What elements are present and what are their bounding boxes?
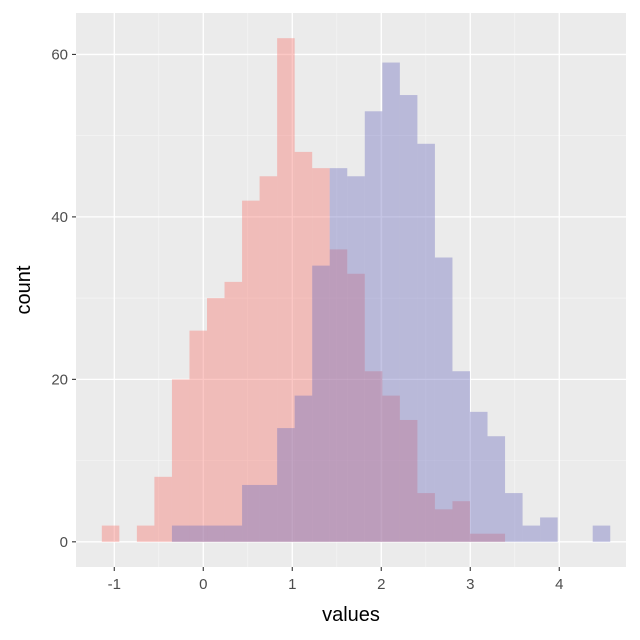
histogram-bar xyxy=(189,525,208,542)
histogram-bar xyxy=(189,330,208,542)
y-axis-title: count xyxy=(13,265,35,314)
y-tick-label: 40 xyxy=(51,209,68,226)
series-2 xyxy=(171,62,611,542)
histogram-bar xyxy=(294,151,313,542)
histogram-bar xyxy=(469,411,488,542)
histogram-bar xyxy=(242,484,260,542)
x-axis-title: values xyxy=(322,604,380,626)
histogram-bar xyxy=(347,273,365,542)
histogram-bar xyxy=(469,533,488,542)
histogram-bar xyxy=(154,476,172,542)
histogram-bar xyxy=(207,525,225,542)
x-tick-label: 2 xyxy=(377,576,385,593)
histogram-bar xyxy=(312,168,330,542)
histogram-bar xyxy=(136,525,155,542)
x-axis: -1 0 1 2 3 4 xyxy=(108,567,563,593)
histogram-bar xyxy=(242,200,260,542)
histogram-bar xyxy=(382,62,400,542)
histogram-bar xyxy=(364,371,383,542)
histogram-bar xyxy=(364,111,383,542)
histogram-bar xyxy=(312,265,330,542)
histogram-bar xyxy=(382,395,400,542)
histogram-bar xyxy=(171,525,190,542)
histogram-bar xyxy=(540,517,558,542)
histogram-bar xyxy=(347,176,365,542)
x-tick-label: 4 xyxy=(555,576,563,593)
histogram-bar xyxy=(487,436,506,542)
histogram-bar xyxy=(399,419,418,542)
plot-panel xyxy=(76,13,626,567)
histogram-bar xyxy=(592,525,611,542)
histogram-bar xyxy=(487,533,506,542)
histogram-bar xyxy=(434,257,453,542)
y-tick-label: 0 xyxy=(60,534,68,551)
y-tick-label: 60 xyxy=(51,46,68,63)
histogram-bar xyxy=(207,298,225,542)
histogram-bar xyxy=(224,525,243,542)
histogram-bar xyxy=(417,143,435,542)
histogram-bar xyxy=(434,509,453,542)
major-gridlines xyxy=(76,13,626,567)
histogram-bar xyxy=(452,501,470,542)
histogram-bar xyxy=(329,249,348,542)
minor-gridlines xyxy=(76,13,626,567)
histogram-bar xyxy=(224,281,243,542)
histogram-bar xyxy=(277,38,295,542)
y-tick-label: 20 xyxy=(51,371,68,388)
series-1 xyxy=(101,38,506,542)
y-axis: 0 20 40 60 xyxy=(51,46,76,551)
histogram-bar xyxy=(101,525,120,542)
histogram-bar xyxy=(417,493,435,542)
x-tick-label: -1 xyxy=(108,576,121,593)
histogram-bar xyxy=(259,484,278,542)
histogram-bar xyxy=(259,176,278,542)
x-tick-label: 1 xyxy=(288,576,296,593)
x-tick-label: 0 xyxy=(199,576,207,593)
histogram-bar xyxy=(277,428,295,542)
x-tick-label: 3 xyxy=(466,576,474,593)
histogram-bar xyxy=(294,395,313,542)
histogram-bar xyxy=(522,525,541,542)
histogram-bar xyxy=(329,168,348,542)
histogram-bar xyxy=(171,379,190,542)
histogram-bar xyxy=(505,493,523,542)
histogram-bar xyxy=(399,95,418,542)
histogram-bar xyxy=(452,371,470,542)
histogram-bars xyxy=(101,38,611,542)
